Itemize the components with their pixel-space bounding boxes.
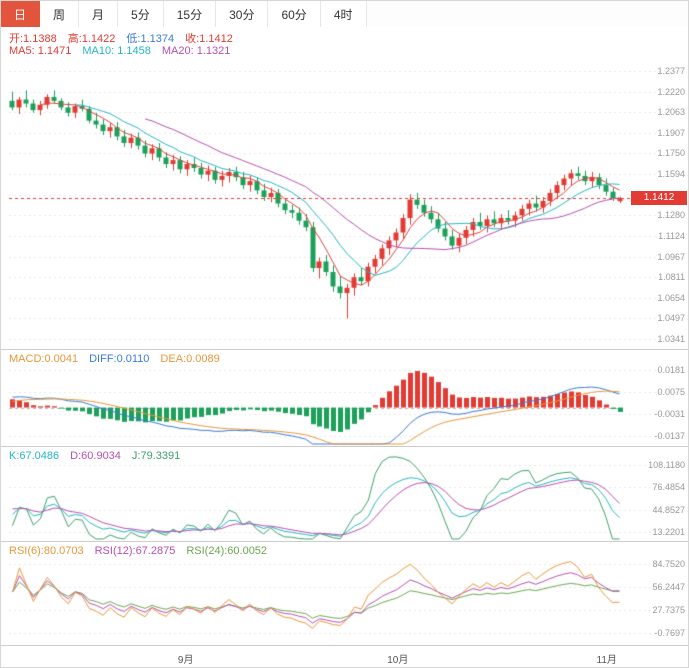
y-axis-tick: 1.2377	[657, 66, 685, 76]
tab-60min[interactable]: 60分	[268, 1, 321, 27]
y-axis-tick: 56.2447	[652, 582, 685, 592]
macd-header: MACD:0.0041 DIFF:0.0110 DEA:0.0089	[9, 353, 220, 365]
y-axis-tick: 84.7520	[652, 559, 685, 569]
close-value: 收:1.1412	[185, 33, 233, 45]
y-axis-tick: 0.0181	[657, 365, 685, 375]
current-price-badge: 1.1412	[631, 191, 687, 206]
y-axis-tick: 1.2220	[657, 86, 685, 97]
y-axis-tick: 1.1280	[657, 210, 685, 221]
rsi-panel: RSI(6):80.0703 RSI(12):67.2875 RSI(24):6…	[1, 541, 688, 646]
ma5-value: MA5: 1.1471	[9, 45, 72, 57]
ma10-value: MA10: 1.1458	[82, 45, 151, 57]
ma-header: MA5: 1.1471 MA10: 1.1458 MA20: 1.1321	[9, 45, 230, 57]
y-axis-tick: -0.0031	[654, 409, 685, 419]
rsi-header: RSI(6):80.0703 RSI(12):67.2875 RSI(24):6…	[9, 545, 267, 557]
j-value: J:79.3391	[131, 450, 181, 462]
y-axis-tick: -0.7697	[654, 628, 685, 638]
y-axis-tick: 1.1594	[657, 169, 685, 180]
x-axis-label-november: 11月	[596, 655, 617, 666]
high-value: 高:1.1422	[67, 33, 116, 45]
dea-value: DEA:0.0089	[160, 353, 220, 365]
y-axis-tick: 1.0811	[658, 272, 685, 283]
y-axis-tick: 1.0497	[657, 313, 685, 324]
open-value: 开:1.1388	[9, 33, 57, 45]
tab-monthly[interactable]: 月	[79, 1, 119, 27]
rsi-canvas[interactable]	[1, 542, 688, 646]
k-value: K:67.0486	[9, 450, 60, 462]
rsi6-value: RSI(6):80.0703	[9, 545, 84, 557]
timeframe-tabbar: 日 周 月 5分 15分 30分 60分 4时	[1, 1, 688, 28]
candlestick-canvas[interactable]	[1, 27, 688, 349]
kdj-canvas[interactable]	[1, 447, 688, 542]
macd-panel: MACD:0.0041 DIFF:0.0110 DEA:0.0089 0.018…	[1, 349, 688, 447]
y-axis-tick: 108.1180	[648, 460, 685, 470]
x-axis-strip: 9月 10月 11月	[1, 645, 688, 667]
y-axis-tick: 1.1907	[657, 127, 685, 138]
kdj-header: K:67.0486 D:60.9034 J:79.3391	[9, 450, 180, 462]
y-axis-tick: 1.2063	[657, 107, 685, 118]
x-axis-label-october: 10月	[387, 655, 409, 666]
y-axis-tick: 1.1124	[658, 230, 685, 241]
macd-canvas[interactable]	[1, 350, 688, 447]
macd-value: MACD:0.0041	[9, 353, 79, 365]
low-value: 低:1.1374	[126, 33, 175, 45]
y-axis-tick: -0.0137	[654, 431, 685, 441]
rsi12-value: RSI(12):67.2875	[94, 545, 176, 557]
y-axis-tick: 13.2201	[652, 526, 685, 537]
tab-4hour[interactable]: 4时	[320, 1, 367, 27]
diff-value: DIFF:0.0110	[89, 353, 150, 365]
tab-30min[interactable]: 30分	[216, 1, 269, 27]
rsi24-value: RSI(24):60.0052	[186, 545, 268, 557]
y-axis-tick: 1.0654	[657, 292, 685, 303]
y-axis-tick: 76.4854	[652, 482, 685, 493]
d-value: D:60.9034	[70, 450, 121, 462]
y-axis-tick: 1.1750	[657, 148, 685, 159]
y-axis-tick: 27.7375	[652, 605, 685, 615]
y-axis-tick: 1.0341	[657, 333, 685, 344]
main-chart-panel: 开:1.1388 高:1.1422 低:1.1374 收:1.1412 MA5:…	[1, 27, 688, 349]
y-axis-tick: 0.0075	[657, 387, 685, 397]
ohlc-header: 开:1.1388 高:1.1422 低:1.1374 收:1.1412	[9, 30, 233, 46]
kdj-panel: K:67.0486 D:60.9034 J:79.3391 108.1180 76…	[1, 446, 688, 542]
ma20-value: MA20: 1.1321	[161, 45, 231, 57]
tab-15min[interactable]: 15分	[163, 1, 217, 27]
y-axis-tick: 1.0967	[657, 251, 685, 262]
x-axis-label-september: 9月	[177, 655, 194, 666]
tab-5min[interactable]: 5分	[118, 1, 164, 27]
y-axis-tick: 44.8527	[652, 504, 685, 515]
tab-weekly[interactable]: 周	[40, 1, 80, 27]
tab-daily[interactable]: 日	[1, 1, 41, 27]
